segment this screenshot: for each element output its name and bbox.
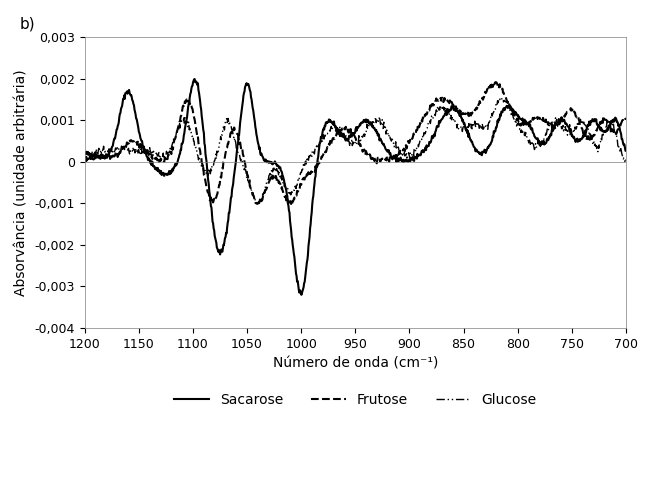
- Glucose: [81, 155, 89, 161]
- Legend: Sacarose, Frutose, Glucose: Sacarose, Frutose, Glucose: [168, 387, 542, 412]
- Frutose: [300, 177, 308, 182]
- Frutose: [514, 118, 522, 123]
- Line: Sacarose: Sacarose: [85, 79, 626, 295]
- Sacarose: [298, 292, 306, 298]
- Frutose: [320, 151, 328, 156]
- Frutose: [285, 201, 293, 207]
- Sacarose: [622, 148, 630, 154]
- Line: Frutose: Frutose: [85, 82, 626, 204]
- Sacarose: [191, 76, 199, 82]
- Text: b): b): [20, 17, 35, 32]
- Frutose: [136, 139, 144, 145]
- Glucose: [622, 157, 630, 163]
- Glucose: [453, 125, 461, 131]
- Y-axis label: Absorvância (unidade arbitrária): Absorvância (unidade arbitrária): [15, 70, 29, 296]
- Sacarose: [454, 108, 462, 113]
- Glucose: [514, 121, 522, 127]
- Sacarose: [320, 127, 328, 132]
- Glucose: [504, 104, 512, 109]
- Sacarose: [136, 132, 144, 138]
- Frutose: [504, 99, 512, 105]
- Line: Glucose: Glucose: [85, 98, 626, 205]
- Glucose: [300, 160, 308, 166]
- Glucose: [320, 132, 328, 138]
- Sacarose: [81, 150, 89, 156]
- Frutose: [622, 117, 630, 122]
- Frutose: [492, 79, 500, 85]
- Glucose: [253, 203, 261, 208]
- Glucose: [496, 96, 504, 101]
- Sacarose: [514, 113, 522, 119]
- Sacarose: [504, 105, 512, 111]
- Frutose: [81, 156, 89, 162]
- Frutose: [453, 106, 461, 111]
- Sacarose: [301, 279, 309, 285]
- Glucose: [136, 150, 144, 156]
- X-axis label: Número de onda (cm⁻¹): Número de onda (cm⁻¹): [273, 356, 438, 370]
